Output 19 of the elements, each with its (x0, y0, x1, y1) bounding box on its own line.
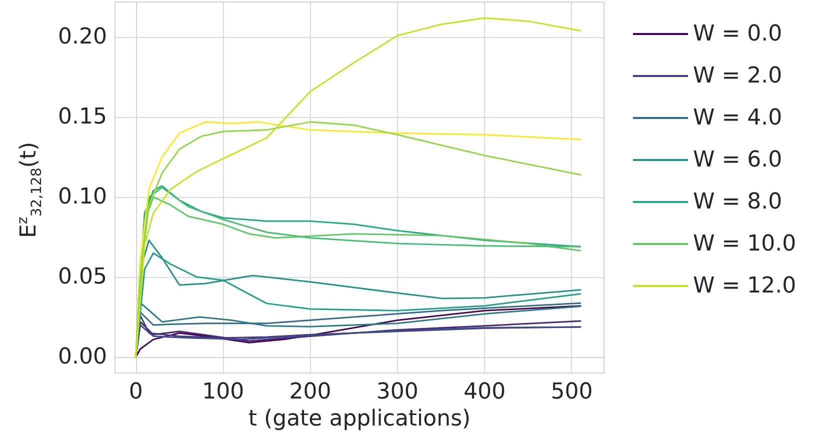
y-tick-label: 0.15 (58, 104, 107, 130)
x-tick-label: 300 (376, 380, 418, 404)
x-tick-label: 0 (128, 380, 143, 404)
x-tick-label: 100 (202, 380, 244, 404)
y-tick-label: 0.20 (58, 24, 107, 50)
legend-label: W = 6.0 (693, 148, 782, 172)
x-tick-label: 400 (464, 380, 506, 404)
legend-label: W = 10.0 (693, 232, 796, 256)
legend-label: W = 8.0 (693, 190, 782, 214)
legend-label: W = 12.0 (693, 274, 796, 298)
legend-label: W = 2.0 (693, 64, 782, 88)
x-tick-label: 500 (550, 380, 593, 404)
x-tick-label: 200 (289, 380, 332, 404)
legend-label: W = 0.0 (693, 22, 782, 46)
y-tick-label: 0.00 (58, 344, 107, 370)
y-tick-label: 0.10 (58, 184, 107, 210)
y-tick-label: 0.05 (58, 264, 107, 290)
x-axis-title: t (gate applications) (248, 406, 471, 432)
legend-label: W = 4.0 (693, 106, 782, 130)
